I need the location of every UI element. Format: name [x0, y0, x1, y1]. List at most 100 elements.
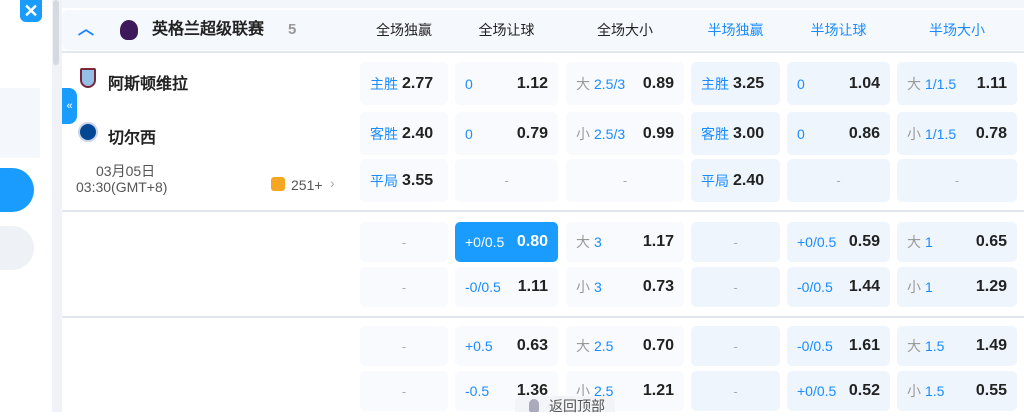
top-strip: [62, 0, 1024, 8]
left-panel-button-active[interactable]: [0, 168, 34, 212]
odds-value: 0.86: [848, 124, 880, 142]
odds-cell[interactable]: 客胜 2.40: [360, 112, 448, 155]
premier-league-logo-icon: [120, 20, 138, 40]
back-to-top-button[interactable]: 返回顶部: [515, 396, 615, 414]
odds-line: +0/0.5: [465, 234, 505, 250]
odds-value: 2.77: [402, 74, 434, 92]
odds-line: -0/0.5: [465, 279, 501, 295]
odds-cell[interactable]: 主胜 2.77: [360, 62, 448, 105]
odds-value: 1.12: [516, 74, 548, 92]
collapse-sidebar-button[interactable]: «: [62, 88, 77, 124]
odds-cell[interactable]: 小 1 1.29: [897, 267, 1017, 307]
league-match-count: 5: [288, 21, 297, 38]
odds-value: 3.55: [402, 171, 434, 189]
odds-cell[interactable]: 小 1.5 0.55: [897, 371, 1017, 411]
odds-cell[interactable]: -0/0.5 1.44: [787, 267, 890, 307]
league-header[interactable]: [62, 10, 1024, 50]
odds-cell[interactable]: 0 0.79: [455, 112, 558, 155]
odds-value: 0.63: [516, 337, 548, 354]
odds-cell: -: [566, 159, 684, 202]
close-icon[interactable]: ✕: [20, 0, 42, 22]
odds-line: -0/0.5: [797, 279, 833, 295]
odds-line: 1.5: [925, 338, 945, 354]
odds-value: 1.61: [848, 337, 880, 354]
odds-cell[interactable]: -0.5 1.36: [455, 371, 558, 411]
odds-cell[interactable]: +0/0.5 0.52: [787, 371, 890, 411]
odds-line: -0.5: [465, 383, 490, 399]
odds-value: 0.55: [975, 382, 1007, 399]
odds-value: 0.79: [516, 124, 548, 142]
odds-value: 0.78: [975, 124, 1007, 142]
column-header: 半场独赢: [707, 22, 764, 38]
chevron-right-icon[interactable]: ›: [330, 175, 335, 191]
home-team-name[interactable]: 阿斯顿维拉: [108, 76, 189, 93]
odds-value: 0.89: [642, 74, 674, 92]
scrollbar-track[interactable]: [52, 0, 62, 412]
column-header: 全场大小: [597, 22, 653, 38]
odds-cell[interactable]: 大 2.5 0.70: [566, 326, 684, 366]
odds-cell[interactable]: 客胜 3.00: [691, 112, 780, 155]
odds-cell[interactable]: +0/0.5 0.59: [787, 222, 890, 262]
odds-value: 2.40: [402, 124, 434, 142]
odds-cell: -: [360, 371, 448, 411]
markets-count[interactable]: 251+: [291, 177, 323, 193]
odds-cell[interactable]: -0/0.5 1.61: [787, 326, 890, 366]
odds-value: 1.29: [975, 278, 1007, 295]
odds-cell[interactable]: 小 2.5/3 0.99: [566, 112, 684, 155]
odds-cell[interactable]: 平局 2.40: [691, 159, 780, 202]
odds-cell[interactable]: +0/0.5 0.80: [455, 222, 558, 262]
odds-line: 1/1.5: [925, 75, 957, 92]
odds-cell[interactable]: 0 0.86: [787, 112, 890, 155]
away-team-name[interactable]: 切尔西: [108, 130, 157, 147]
odds-value: 0.80: [516, 233, 548, 250]
odds-type: 大: [576, 338, 590, 354]
aston-villa-logo-icon: [80, 68, 96, 88]
odds-value: 0.52: [848, 382, 880, 399]
odds-line: 2.5: [594, 383, 614, 399]
odds-line: 2.5: [594, 338, 614, 354]
odds-value: 1.17: [642, 233, 674, 250]
odds-line: 1.5: [925, 383, 945, 399]
left-panel-button[interactable]: [0, 226, 34, 270]
odds-line: 客胜: [370, 125, 398, 142]
match-time: 03:30(GMT+8): [76, 179, 168, 195]
chelsea-logo-icon: [78, 122, 98, 142]
league-name: 英格兰超级联赛: [152, 21, 265, 38]
odds-cell: -: [691, 267, 780, 307]
odds-cell[interactable]: 大 3 1.17: [566, 222, 684, 262]
odds-cell[interactable]: +0.5 0.63: [455, 326, 558, 366]
odds-cell[interactable]: 大 1.5 1.49: [897, 326, 1017, 366]
odds-cell[interactable]: -0/0.5 1.11: [455, 267, 558, 307]
scrollbar-thumb[interactable]: [53, 0, 59, 65]
odds-value: 1.36: [516, 382, 548, 399]
odds-line: 1/1.5: [925, 125, 957, 142]
odds-value: 1.04: [848, 74, 880, 92]
odds-line: 0: [465, 75, 473, 92]
odds-type: 小: [576, 383, 590, 399]
odds-value: 3.25: [733, 74, 765, 92]
chevron-up-icon[interactable]: ︿: [78, 21, 95, 38]
odds-cell[interactable]: 大 2.5/3 0.89: [566, 62, 684, 105]
odds-type: 大: [576, 234, 590, 250]
odds-cell: -: [360, 222, 448, 262]
odds-cell[interactable]: 0 1.04: [787, 62, 890, 105]
row-divider: [62, 210, 1024, 212]
rocket-icon: [529, 399, 539, 412]
odds-cell[interactable]: 0 1.12: [455, 62, 558, 105]
odds-type: 大: [576, 75, 590, 92]
odds-cell[interactable]: 大 1 0.65: [897, 222, 1017, 262]
odds-cell[interactable]: 平局 3.55: [360, 159, 448, 202]
odds-cell[interactable]: 主胜 3.25: [691, 62, 780, 105]
back-to-top-label: 返回顶部: [549, 398, 605, 414]
column-header: 全场让球: [478, 22, 535, 38]
odds-line: 主胜: [701, 75, 729, 92]
odds-cell: -: [897, 159, 1017, 202]
header-divider: [62, 51, 1024, 53]
column-header: 半场让球: [810, 22, 867, 38]
odds-value: 0.65: [975, 233, 1007, 250]
odds-cell[interactable]: 小 3 0.73: [566, 267, 684, 307]
odds-cell[interactable]: 小 1/1.5 0.78: [897, 112, 1017, 155]
odds-cell[interactable]: 小 2.5 1.21: [566, 371, 684, 411]
odds-cell[interactable]: 大 1/1.5 1.11: [897, 62, 1017, 105]
odds-line: 平局: [701, 172, 729, 189]
